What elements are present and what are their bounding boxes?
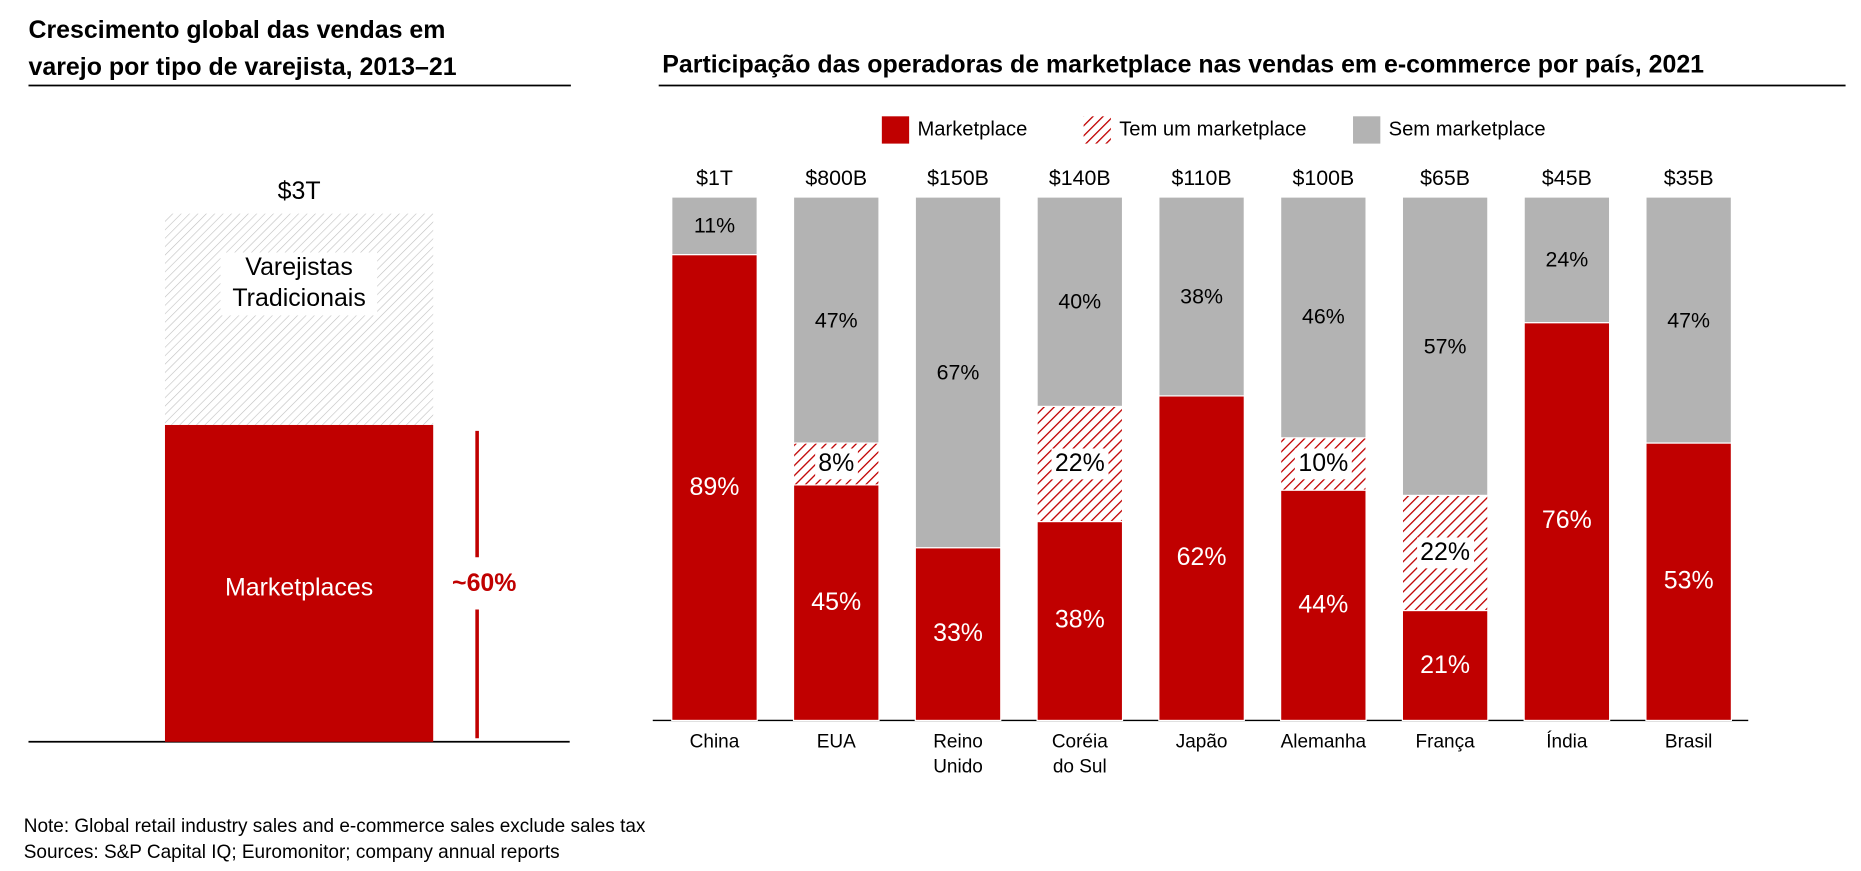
value-label: 47%: [814, 307, 858, 332]
total-label: $800B: [805, 165, 868, 190]
value-label: 47%: [1667, 307, 1711, 332]
bar-segment: [1158, 196, 1245, 397]
total-label: $110B: [1171, 165, 1232, 190]
bar-segment: [671, 253, 758, 722]
value-label: 76%: [1541, 507, 1592, 535]
total-label: $3T: [277, 177, 321, 206]
note: Note: Global retail industry sales and e…: [23, 816, 646, 837]
value-label: 46%: [1301, 305, 1345, 329]
value-label: 38%: [1180, 284, 1223, 309]
bar-segment: [1645, 442, 1732, 722]
legend-swatch: [881, 116, 910, 144]
bar-segment: [1036, 520, 1124, 722]
x-tick-label: Japão: [1175, 732, 1228, 753]
bar-segment: [671, 196, 758, 256]
value-label: 62%: [1176, 543, 1227, 572]
value-label: 24%: [1545, 247, 1589, 272]
value-label: 22%: [1416, 537, 1474, 569]
value-label: 22%: [1051, 448, 1109, 480]
x-tick-label: EUA: [816, 732, 856, 753]
legend-label: Sem marketplace: [1388, 117, 1546, 141]
bar-segment: [164, 424, 434, 742]
legend-label: Marketplace: [917, 117, 1028, 141]
bar-segment: [1523, 322, 1611, 722]
value-label: 67%: [936, 360, 980, 384]
bar-segment: [914, 196, 1002, 549]
value-label: 10%: [1294, 448, 1352, 480]
value-label: 53%: [1663, 567, 1714, 595]
total-label: $1T: [696, 165, 733, 190]
value-label: 57%: [1423, 334, 1467, 358]
total-label: $100B: [1292, 165, 1355, 190]
value-label: ~60%: [452, 568, 517, 597]
x-tick-label: Reino Unido: [933, 732, 983, 778]
x-tick-label: China: [689, 732, 740, 753]
bar-segment: [914, 547, 1002, 722]
value-label: 38%: [1054, 606, 1105, 634]
segment-name: Varejistas Tradicionais: [220, 252, 378, 315]
total-label: $150B: [927, 165, 989, 190]
bar-segment: [792, 484, 880, 722]
bar-segment: [1523, 196, 1611, 324]
total-label: $35B: [1663, 165, 1714, 190]
x-tick-label: Coréia do Sul: [1051, 732, 1108, 778]
x-tick-label: Índia: [1546, 732, 1588, 753]
x-tick-label: França: [1415, 732, 1475, 753]
total-label: $140B: [1048, 165, 1111, 190]
value-label: 89%: [689, 473, 740, 501]
total-label: $65B: [1420, 165, 1471, 190]
value-label: 45%: [811, 588, 862, 616]
legend-label: Tem um marketplace: [1119, 117, 1307, 141]
value-label: 40%: [1058, 289, 1102, 314]
legend-swatch: [1083, 116, 1111, 144]
legend-swatch: [1353, 116, 1381, 144]
bar-segment: [164, 213, 434, 425]
total-label: $45B: [1541, 165, 1592, 190]
x-tick-label: Alemanha: [1280, 732, 1367, 753]
bar-segment: [1645, 196, 1732, 444]
note: Sources: S&P Capital IQ; Euromonitor; co…: [23, 842, 560, 863]
bar-segment: [792, 196, 880, 444]
bar-segment: [1036, 196, 1124, 407]
value-label: 44%: [1298, 590, 1349, 619]
segment-name: Marketplaces: [224, 573, 374, 601]
value-label: 11%: [693, 213, 736, 238]
value-label: 8%: [814, 448, 858, 480]
bar-segment: [1401, 609, 1489, 722]
bar-segment: [1280, 196, 1367, 439]
chart-title: Crescimento global das vendas em varejo …: [28, 16, 457, 81]
chart-title: Participação das operadoras de marketpla…: [662, 51, 1705, 79]
value-label: 33%: [933, 619, 983, 647]
bar-segment: [1401, 196, 1489, 496]
value-label: 21%: [1420, 651, 1471, 679]
x-tick-label: Brasil: [1664, 732, 1713, 753]
